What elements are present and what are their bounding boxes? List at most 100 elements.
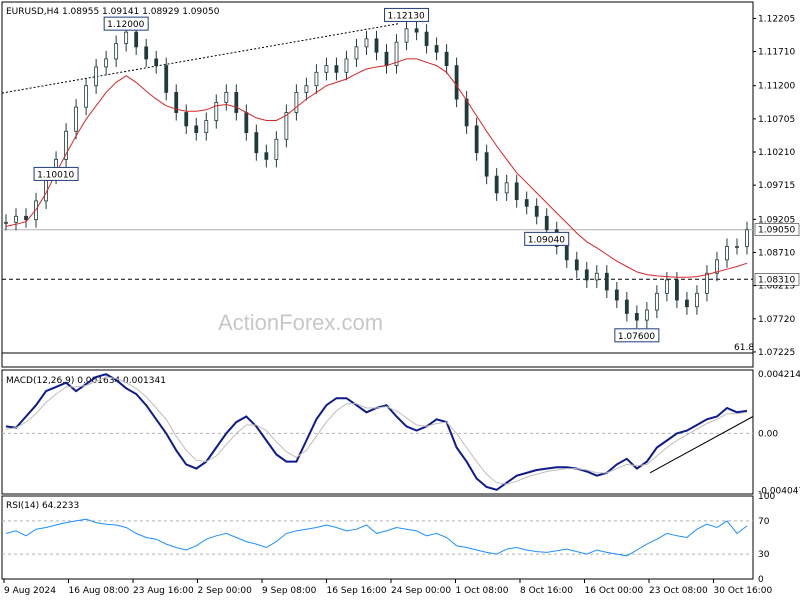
signal-line [5,376,748,485]
rsi-ytick-label: 0 [758,575,764,585]
candle-body [464,98,469,127]
rsi-line [5,518,748,557]
candle-body [104,58,109,68]
candle-body [124,31,129,44]
macd-trend-line [649,416,754,474]
candle-body [224,92,229,103]
candle-body [64,130,68,160]
rsi-ytick-label: 100 [758,492,775,502]
price-ytick-label: 1.11200 [758,82,795,92]
macd-ytick-label: 0.004214 [758,370,800,380]
candle-body [84,85,89,108]
price-label-box [524,231,570,246]
candle-body [534,205,539,217]
axis-layer: 1.12205 1.11710 1.11200 1.10705 1.10210 1.097… [3,14,800,596]
candle-body [4,221,8,224]
candle-body [725,246,729,261]
candle-body [274,138,279,160]
candle-body [604,272,609,291]
candle-body [374,38,379,53]
candle-body [14,215,18,223]
candle-body [454,65,459,100]
x-tick-label: 23 Aug 16:00 [133,586,194,596]
price-ytick-label: 1.09205 [758,215,795,225]
candle-body [494,175,499,194]
candle-body [544,215,549,231]
rsi-ytick-label: 70 [758,517,770,527]
current-price-badge-box [754,223,800,236]
candle-body [234,92,239,113]
price-layer: 61.8 1.12000 1.12130 1.10010 1.09040 1.07600 [1,7,754,354]
candle-body [634,313,639,321]
candle-body [745,229,749,247]
candle-body [695,292,699,308]
candle-body [484,152,489,177]
candle-body [74,106,78,132]
candle-body [244,112,249,133]
macd-ytick-label: -0.004047 [758,486,800,496]
candle-body [404,28,409,43]
macd-panel-title: MACD(12,26,9) 0.001634 0.001341 [6,376,166,386]
candle-body [644,309,649,321]
price-label-box [384,7,430,22]
candle-body [675,279,679,301]
candle-body [715,259,719,274]
price-label-box [33,166,79,181]
x-tick-label: 16 Aug 08:00 [69,586,130,596]
macd-panel-frame [1,369,754,495]
x-tick-label: 24 Sep 00:00 [391,586,451,596]
candle-body [685,299,689,308]
candle-body [324,65,329,73]
candle-body [664,279,669,294]
candle-body [705,272,709,294]
candle-body [164,65,169,93]
fib-label: 61.8 [734,343,754,353]
candle-body [384,51,389,67]
candle-body [364,38,369,48]
x-tick-label: 23 Oct 08:00 [649,586,708,596]
candle-body [304,85,309,93]
candle-body [294,92,299,113]
candle-body [524,199,529,207]
candle-body [334,65,339,73]
x-tick-label: 8 Oct 16:00 [520,586,573,596]
candle-body [474,125,479,154]
price-label-box [614,328,660,343]
rsi-layer [2,518,753,557]
candle-body [394,41,399,67]
candle-body [204,120,209,133]
rsi-panel-frame [1,495,754,580]
candle-body [354,46,359,60]
candle-body [344,58,349,73]
candle-body [624,299,629,314]
price-label-text: 1.09040 [528,235,565,245]
candle-body [584,269,589,281]
price-label-text: 1.12000 [107,20,144,30]
candle-body [504,182,509,194]
candle-body [574,259,579,271]
moving-average-line [5,58,748,278]
rsi-panel-title: RSI(14) 64.2233 [6,501,79,511]
x-tick-label: 16 Sep 16:00 [327,586,387,596]
rsi-ytick-label: 30 [758,550,770,560]
price-ytick-label: 1.10210 [758,148,795,158]
candle-body [514,182,519,200]
price-label-text: 1.10010 [37,170,74,180]
current-price-badge-text: 1.09050 [758,226,795,236]
price-ytick-label: 1.12205 [758,14,795,24]
candle-body [134,31,139,48]
x-tick-label: 2 Sep 00:00 [198,586,253,596]
price-ytick-label: 1.09715 [758,181,795,191]
x-tick-label: 30 Oct 16:00 [714,586,773,596]
candle-body [444,51,449,67]
price-ytick-label: 1.11710 [758,48,795,58]
price-label-box [103,16,149,31]
macd-line [5,373,748,491]
candle-body [214,102,219,121]
macd-layer [2,373,754,491]
x-tick-label: 1 Oct 08:00 [456,586,509,596]
x-tick-label: 16 Oct 00:00 [585,586,644,596]
price-ytick-label: 1.10705 [758,115,795,125]
candle-body [154,58,159,67]
candle-body [174,92,179,113]
